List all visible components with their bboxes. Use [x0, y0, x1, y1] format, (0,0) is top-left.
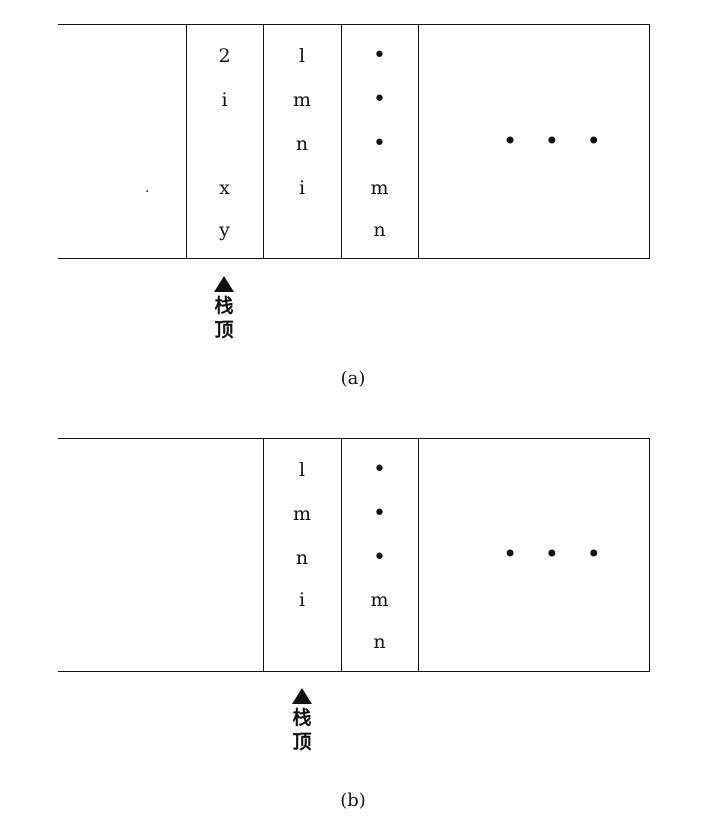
frame-cell: n	[295, 133, 309, 155]
frame-divider	[418, 438, 419, 671]
frame-cell	[263, 632, 341, 652]
ellipsis: • • •	[503, 540, 611, 568]
stack-top-border	[58, 438, 650, 439]
frame-cell: •	[373, 501, 386, 526]
frame-divider	[341, 438, 342, 671]
frame-cell: i	[221, 89, 228, 111]
frame-cell: m	[370, 589, 389, 611]
stack-top-label: 栈 顶	[292, 707, 312, 753]
frame-cell: n	[295, 547, 309, 569]
frame-cell: 2	[218, 45, 231, 67]
up-arrow-icon	[292, 688, 312, 704]
frame-cell: l	[298, 45, 306, 67]
frame-divider	[186, 24, 187, 258]
stack-top-border	[58, 24, 650, 25]
frame-cell: •	[373, 545, 386, 570]
frame-cell: •	[373, 457, 386, 482]
stack-right-border	[649, 24, 650, 258]
frame-cell: •	[373, 43, 386, 68]
stack-bottom-border	[58, 671, 650, 672]
stack-right-border	[649, 438, 650, 671]
figure-caption: (b)	[340, 790, 366, 811]
frame-divider	[341, 24, 342, 258]
frame-divider	[263, 438, 264, 671]
stack-diagram-b: l m n i • • • m n • • • 栈 顶 (b)	[0, 420, 701, 820]
stack-top-marker: 栈 顶	[204, 276, 244, 342]
stray-dot: .	[145, 180, 150, 196]
up-arrow-icon	[214, 276, 234, 292]
frame-cell: l	[298, 459, 306, 481]
frame-cell: m	[370, 177, 389, 199]
frame-cell: •	[373, 131, 386, 156]
frame-cell: x	[219, 177, 230, 199]
frame-cell	[186, 134, 263, 154]
frame-cell: i	[298, 177, 306, 199]
stack-diagram-a: . 2 i x y l m n i • • • m n • • • 栈 顶 (a…	[0, 0, 701, 400]
stack-top-marker: 栈 顶	[282, 688, 322, 754]
frame-cell: •	[373, 87, 386, 112]
figure-caption: (a)	[340, 368, 366, 389]
stack-top-label: 栈 顶	[214, 295, 234, 341]
frame-cell: n	[373, 219, 386, 241]
frame-divider	[418, 24, 419, 258]
stack-bottom-border	[58, 258, 650, 259]
frame-cell: m	[292, 503, 312, 525]
ellipsis: • • •	[503, 127, 611, 155]
frame-divider	[263, 24, 264, 258]
frame-cell: m	[292, 89, 312, 111]
frame-cell: y	[219, 219, 230, 241]
frame-cell: n	[373, 631, 386, 653]
frame-cell: i	[298, 589, 306, 611]
frame-cell	[263, 220, 341, 240]
